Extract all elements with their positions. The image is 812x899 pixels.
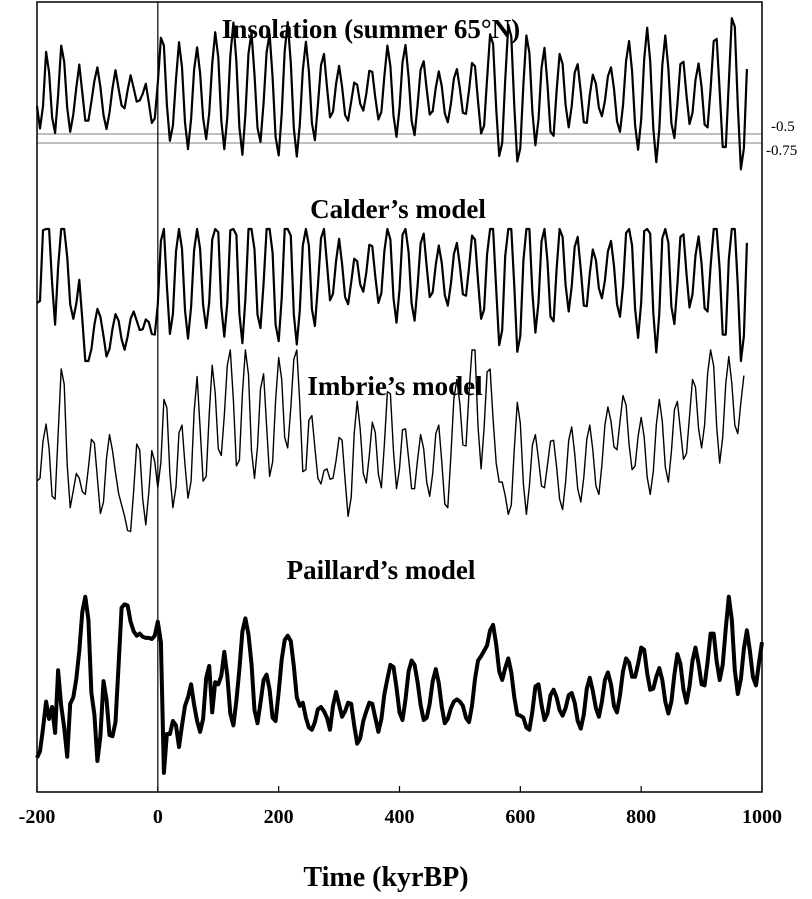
paillard-panel: Paillard’s model xyxy=(35,555,764,775)
x-tick-label: -200 xyxy=(19,806,56,828)
insolation-panel: -0.5 -0.75 Insolation (summer 65°N) xyxy=(35,14,797,171)
insolation-series-line xyxy=(35,17,748,171)
paillard-series-line xyxy=(35,594,764,775)
calder-series-line xyxy=(36,227,748,363)
x-tick-label: 1000 xyxy=(742,806,782,828)
x-tick-label: 0 xyxy=(153,806,163,828)
x-tick-label: 800 xyxy=(626,806,656,828)
imbrie-panel: Imbrie’s model xyxy=(36,349,745,533)
insolation-panel-title: Insolation (summer 65°N) xyxy=(222,14,520,44)
insolation-threshold-label-1: -0.5 xyxy=(771,119,795,135)
x-tick-label: 400 xyxy=(385,806,415,828)
paillard-panel-title: Paillard’s model xyxy=(287,555,476,585)
x-axis-title: Time (kyrBP) xyxy=(303,862,468,893)
insolation-threshold-label-2: -0.75 xyxy=(766,143,797,159)
imbrie-series-line xyxy=(36,349,745,533)
x-tick-label: 200 xyxy=(264,806,294,828)
imbrie-panel-title: Imbrie’s model xyxy=(307,371,483,401)
calder-panel: Calder’s model xyxy=(36,194,748,363)
x-tick-label: 600 xyxy=(505,806,535,828)
x-axis: -200 0 200 400 600 800 1000 xyxy=(19,786,782,828)
calder-panel-title: Calder’s model xyxy=(310,194,486,224)
